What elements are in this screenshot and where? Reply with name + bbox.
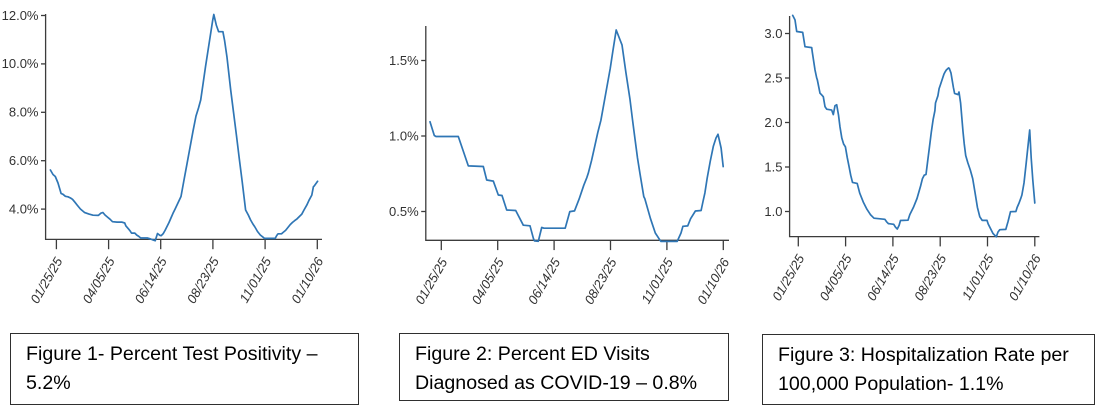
svg-text:06/14/25: 06/14/25	[132, 254, 171, 306]
svg-text:3.0: 3.0	[764, 26, 782, 41]
svg-text:12.0%: 12.0%	[2, 8, 39, 23]
svg-text:01/10/26: 01/10/26	[694, 255, 733, 307]
svg-text:8.0%: 8.0%	[9, 105, 39, 120]
svg-text:04/05/25: 04/05/25	[469, 255, 508, 307]
svg-text:08/23/25: 08/23/25	[184, 254, 223, 306]
svg-text:06/14/25: 06/14/25	[525, 255, 564, 307]
svg-text:04/05/25: 04/05/25	[79, 254, 118, 306]
svg-text:1.5: 1.5	[764, 159, 782, 174]
svg-text:1.0%: 1.0%	[389, 128, 419, 143]
svg-text:01/25/25: 01/25/25	[769, 251, 808, 303]
svg-text:6.0%: 6.0%	[9, 153, 39, 168]
svg-text:11/01/25: 11/01/25	[236, 254, 274, 305]
svg-text:2.0: 2.0	[764, 115, 782, 130]
svg-text:4.0%: 4.0%	[9, 201, 39, 216]
svg-text:08/23/25: 08/23/25	[911, 251, 950, 303]
svg-text:01/10/26: 01/10/26	[1006, 251, 1045, 303]
svg-text:11/01/25: 11/01/25	[959, 251, 997, 302]
svg-text:04/05/25: 04/05/25	[816, 251, 855, 303]
svg-text:01/10/26: 01/10/26	[288, 254, 327, 306]
svg-text:2.5: 2.5	[764, 70, 782, 85]
svg-text:06/14/25: 06/14/25	[864, 251, 903, 303]
svg-text:1.5%: 1.5%	[389, 53, 419, 68]
svg-text:1.0: 1.0	[764, 204, 782, 219]
svg-text:11/01/25: 11/01/25	[638, 255, 676, 306]
svg-text:08/23/25: 08/23/25	[581, 255, 620, 307]
svg-text:01/25/25: 01/25/25	[27, 254, 66, 306]
svg-text:01/25/25: 01/25/25	[412, 255, 451, 307]
svg-text:10.0%: 10.0%	[2, 56, 39, 71]
svg-text:0.5%: 0.5%	[389, 204, 419, 219]
